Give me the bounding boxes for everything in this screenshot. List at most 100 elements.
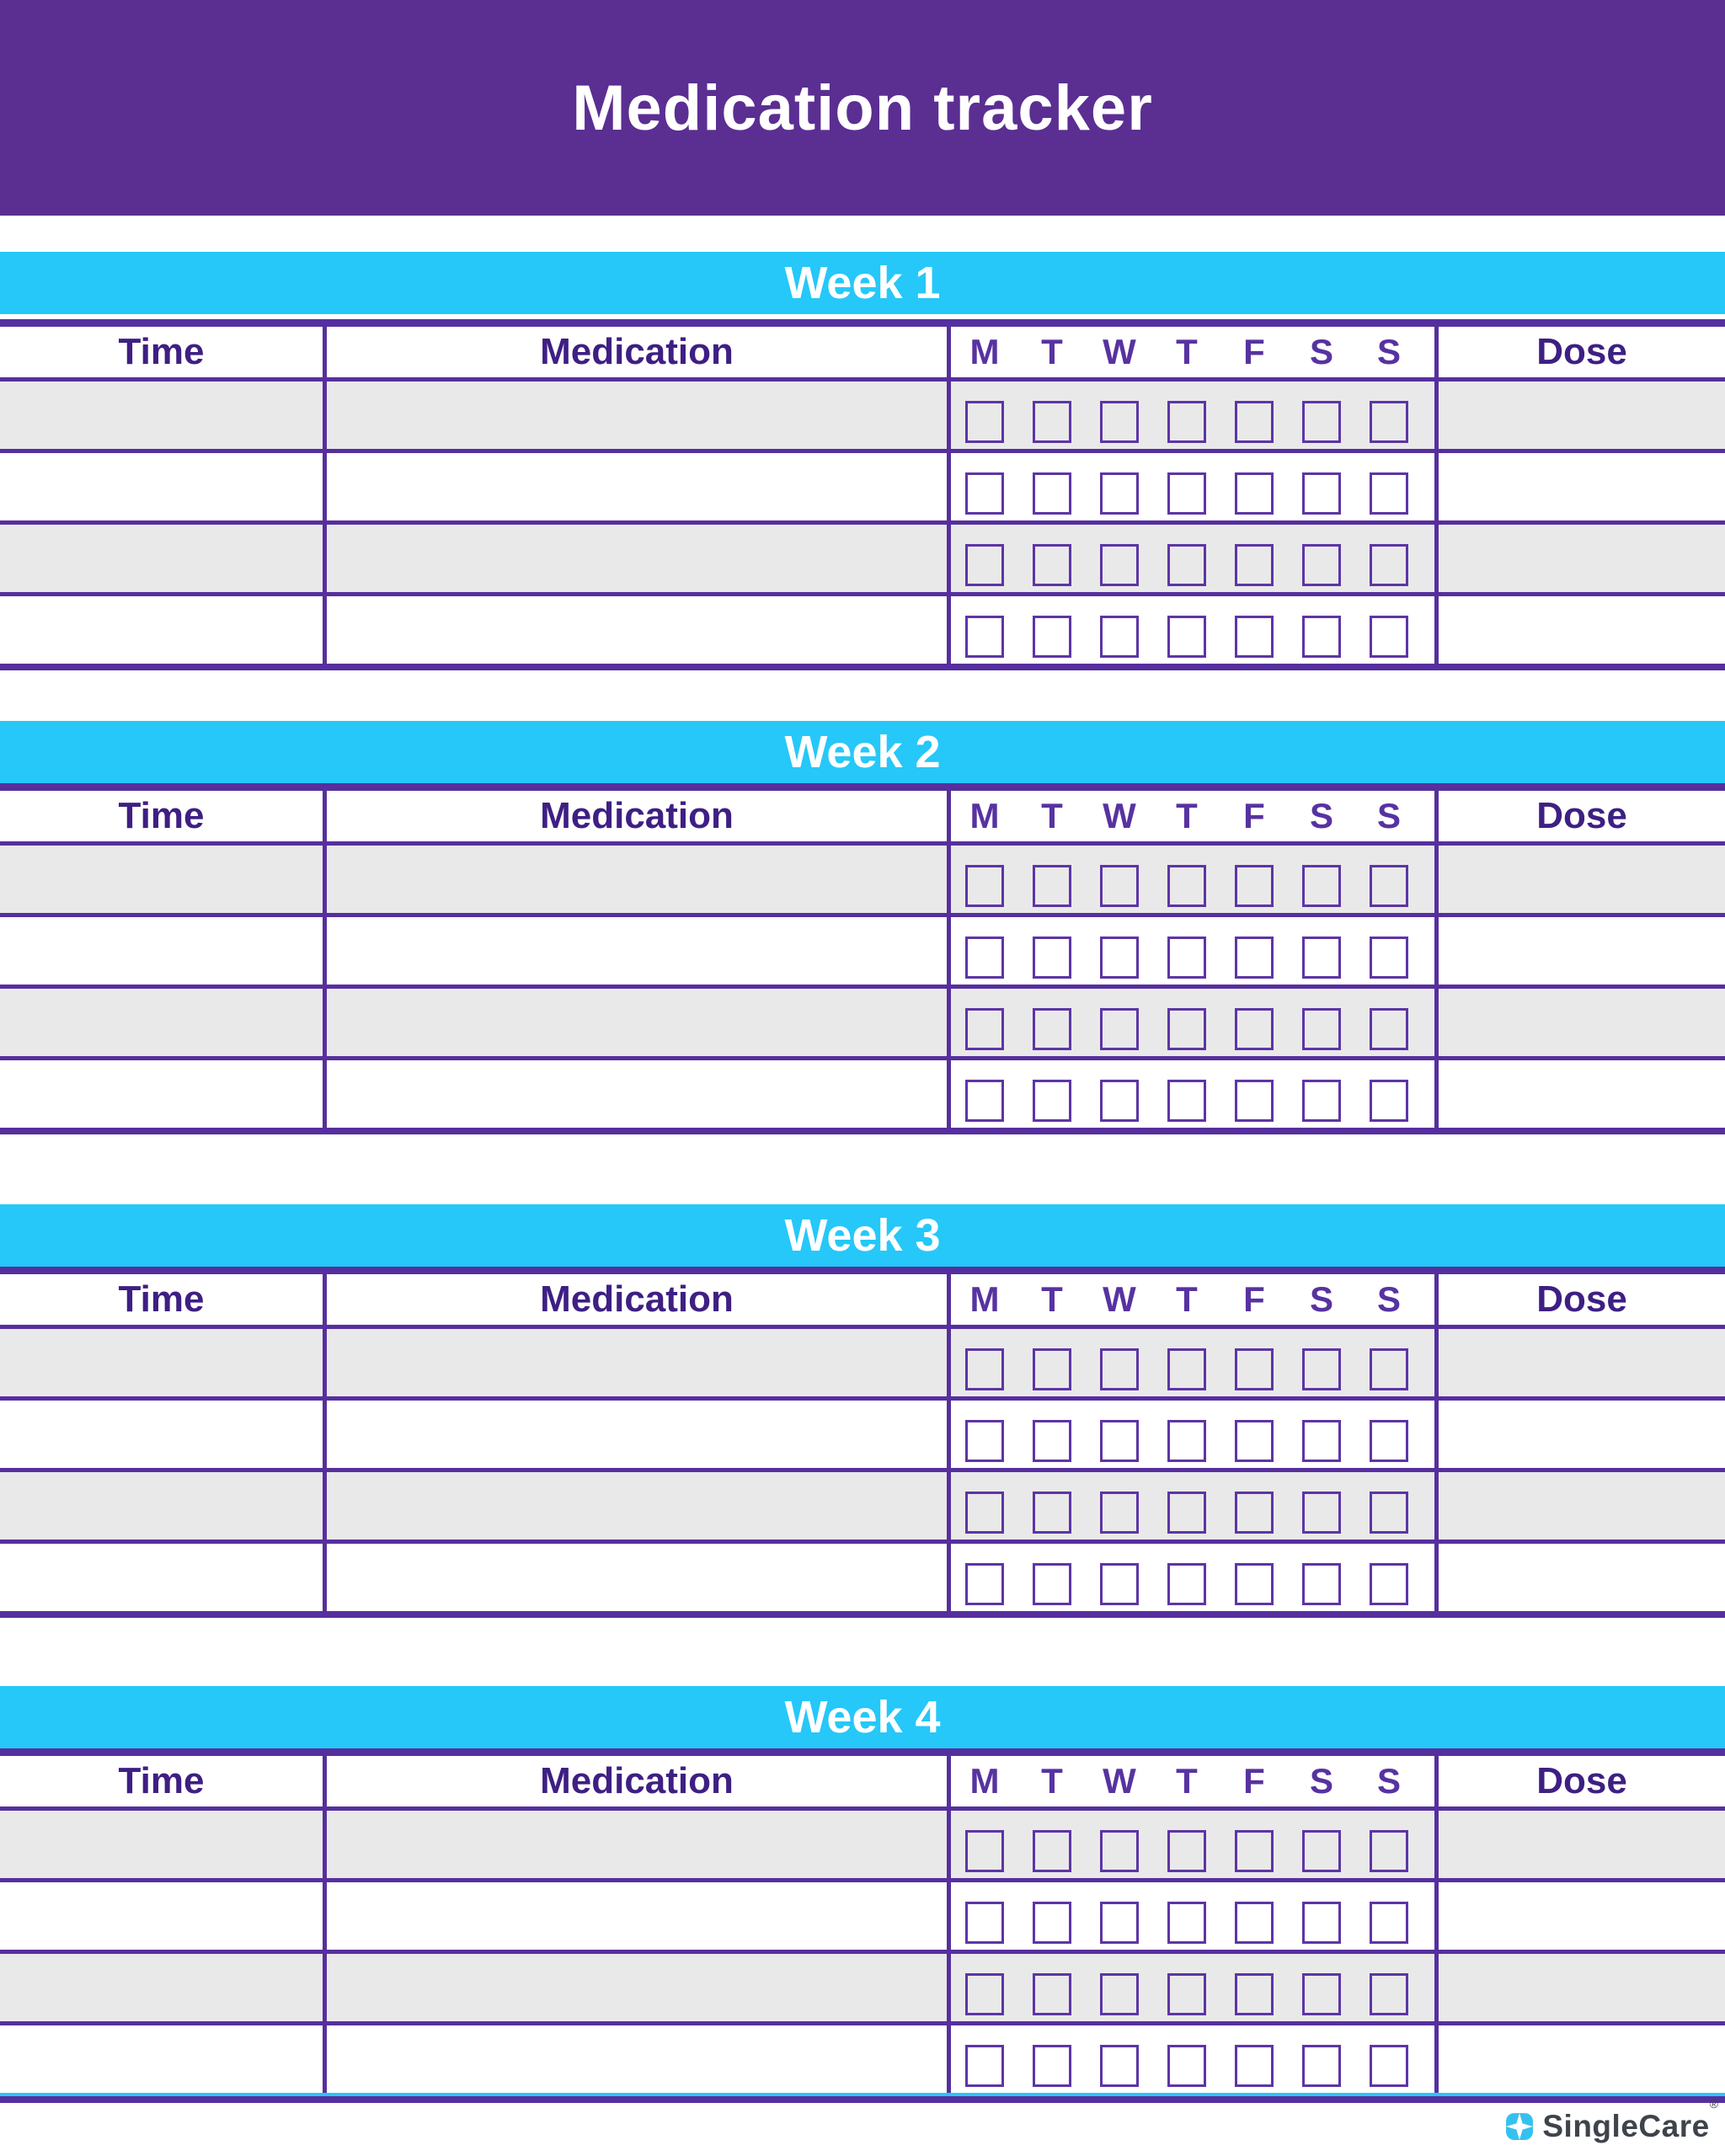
day-checkbox[interactable] bbox=[965, 1419, 1004, 1462]
day-checkbox[interactable] bbox=[1100, 1007, 1139, 1050]
day-checkbox[interactable] bbox=[1302, 1491, 1341, 1534]
day-checkbox[interactable] bbox=[1033, 1079, 1071, 1122]
day-checkbox[interactable] bbox=[1167, 615, 1206, 658]
day-checkbox[interactable] bbox=[1100, 1972, 1139, 2015]
dose-cell[interactable] bbox=[1434, 1472, 1725, 1540]
day-checkbox[interactable] bbox=[1167, 2044, 1206, 2087]
day-checkbox[interactable] bbox=[1167, 400, 1206, 443]
day-checkbox[interactable] bbox=[1100, 1901, 1139, 1944]
day-checkbox[interactable] bbox=[1302, 1348, 1341, 1390]
time-cell[interactable] bbox=[0, 1544, 323, 1611]
day-checkbox[interactable] bbox=[1302, 1829, 1341, 1872]
day-checkbox[interactable] bbox=[1033, 1007, 1071, 1050]
medication-cell[interactable] bbox=[323, 2025, 947, 2093]
medication-cell[interactable] bbox=[323, 596, 947, 664]
day-checkbox[interactable] bbox=[1033, 543, 1071, 586]
medication-cell[interactable] bbox=[323, 1472, 947, 1540]
day-checkbox[interactable] bbox=[1033, 1829, 1071, 1872]
day-checkbox[interactable] bbox=[1235, 1491, 1274, 1534]
day-checkbox[interactable] bbox=[1100, 1419, 1139, 1462]
day-checkbox[interactable] bbox=[1167, 543, 1206, 586]
day-checkbox[interactable] bbox=[1033, 1419, 1071, 1462]
day-checkbox[interactable] bbox=[1033, 1491, 1071, 1534]
day-checkbox[interactable] bbox=[1235, 543, 1274, 586]
day-checkbox[interactable] bbox=[1235, 864, 1274, 907]
dose-cell[interactable] bbox=[1434, 989, 1725, 1056]
time-cell[interactable] bbox=[0, 1060, 323, 1128]
day-checkbox[interactable] bbox=[1167, 1901, 1206, 1944]
day-checkbox[interactable] bbox=[1370, 1007, 1408, 1050]
day-checkbox[interactable] bbox=[1370, 472, 1408, 515]
day-checkbox[interactable] bbox=[1370, 400, 1408, 443]
day-checkbox[interactable] bbox=[1033, 400, 1071, 443]
day-checkbox[interactable] bbox=[1033, 864, 1071, 907]
day-checkbox[interactable] bbox=[1100, 400, 1139, 443]
dose-cell[interactable] bbox=[1434, 1882, 1725, 1950]
time-cell[interactable] bbox=[0, 596, 323, 664]
day-checkbox[interactable] bbox=[1302, 400, 1341, 443]
day-checkbox[interactable] bbox=[965, 1348, 1004, 1390]
day-checkbox[interactable] bbox=[1033, 472, 1071, 515]
day-checkbox[interactable] bbox=[1302, 2044, 1341, 2087]
day-checkbox[interactable] bbox=[1302, 1007, 1341, 1050]
medication-cell[interactable] bbox=[323, 1882, 947, 1950]
time-cell[interactable] bbox=[0, 846, 323, 913]
day-checkbox[interactable] bbox=[965, 936, 1004, 979]
medication-cell[interactable] bbox=[323, 1811, 947, 1878]
day-checkbox[interactable] bbox=[1302, 1562, 1341, 1605]
medication-cell[interactable] bbox=[323, 1954, 947, 2021]
day-checkbox[interactable] bbox=[1370, 864, 1408, 907]
day-checkbox[interactable] bbox=[1370, 1972, 1408, 2015]
day-checkbox[interactable] bbox=[1235, 472, 1274, 515]
day-checkbox[interactable] bbox=[1302, 615, 1341, 658]
day-checkbox[interactable] bbox=[1100, 1491, 1139, 1534]
day-checkbox[interactable] bbox=[965, 1901, 1004, 1944]
day-checkbox[interactable] bbox=[1302, 936, 1341, 979]
day-checkbox[interactable] bbox=[1033, 936, 1071, 979]
day-checkbox[interactable] bbox=[1235, 2044, 1274, 2087]
day-checkbox[interactable] bbox=[1370, 615, 1408, 658]
day-checkbox[interactable] bbox=[1033, 2044, 1071, 2087]
day-checkbox[interactable] bbox=[1167, 1079, 1206, 1122]
day-checkbox[interactable] bbox=[1370, 936, 1408, 979]
day-checkbox[interactable] bbox=[1370, 1491, 1408, 1534]
medication-cell[interactable] bbox=[323, 525, 947, 592]
day-checkbox[interactable] bbox=[1033, 1348, 1071, 1390]
time-cell[interactable] bbox=[0, 2025, 323, 2093]
day-checkbox[interactable] bbox=[965, 1829, 1004, 1872]
day-checkbox[interactable] bbox=[1167, 1829, 1206, 1872]
day-checkbox[interactable] bbox=[965, 472, 1004, 515]
day-checkbox[interactable] bbox=[1235, 1562, 1274, 1605]
dose-cell[interactable] bbox=[1434, 917, 1725, 985]
dose-cell[interactable] bbox=[1434, 1329, 1725, 1396]
day-checkbox[interactable] bbox=[1370, 1562, 1408, 1605]
day-checkbox[interactable] bbox=[1167, 1348, 1206, 1390]
day-checkbox[interactable] bbox=[1167, 936, 1206, 979]
medication-cell[interactable] bbox=[323, 1401, 947, 1468]
time-cell[interactable] bbox=[0, 1811, 323, 1878]
dose-cell[interactable] bbox=[1434, 1811, 1725, 1878]
day-checkbox[interactable] bbox=[1302, 543, 1341, 586]
time-cell[interactable] bbox=[0, 917, 323, 985]
time-cell[interactable] bbox=[0, 1882, 323, 1950]
medication-cell[interactable] bbox=[323, 382, 947, 449]
day-checkbox[interactable] bbox=[965, 615, 1004, 658]
day-checkbox[interactable] bbox=[965, 1972, 1004, 2015]
time-cell[interactable] bbox=[0, 1401, 323, 1468]
medication-cell[interactable] bbox=[323, 1060, 947, 1128]
dose-cell[interactable] bbox=[1434, 1060, 1725, 1128]
day-checkbox[interactable] bbox=[1302, 472, 1341, 515]
day-checkbox[interactable] bbox=[1167, 1007, 1206, 1050]
day-checkbox[interactable] bbox=[1235, 1419, 1274, 1462]
day-checkbox[interactable] bbox=[1235, 1079, 1274, 1122]
day-checkbox[interactable] bbox=[1370, 1901, 1408, 1944]
time-cell[interactable] bbox=[0, 1472, 323, 1540]
day-checkbox[interactable] bbox=[1235, 400, 1274, 443]
medication-cell[interactable] bbox=[323, 453, 947, 520]
day-checkbox[interactable] bbox=[1235, 1007, 1274, 1050]
day-checkbox[interactable] bbox=[1370, 1348, 1408, 1390]
time-cell[interactable] bbox=[0, 453, 323, 520]
day-checkbox[interactable] bbox=[1235, 1972, 1274, 2015]
day-checkbox[interactable] bbox=[1302, 1419, 1341, 1462]
medication-cell[interactable] bbox=[323, 917, 947, 985]
